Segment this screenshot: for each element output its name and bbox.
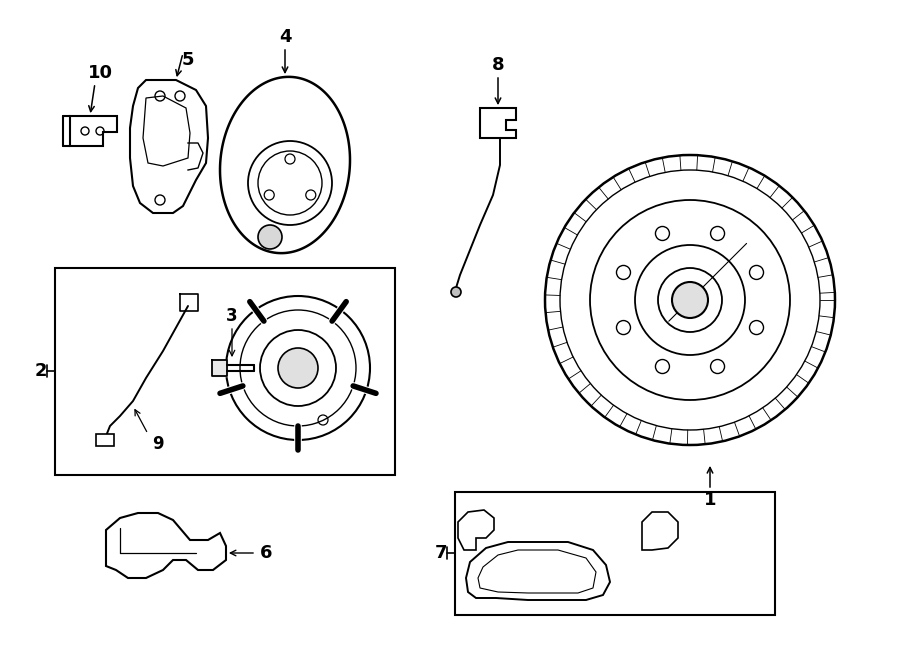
Polygon shape bbox=[212, 360, 227, 376]
Polygon shape bbox=[466, 542, 610, 600]
Polygon shape bbox=[480, 108, 516, 138]
Text: 2: 2 bbox=[35, 362, 47, 380]
Polygon shape bbox=[458, 510, 494, 550]
Polygon shape bbox=[220, 77, 350, 253]
Polygon shape bbox=[106, 513, 226, 578]
Polygon shape bbox=[130, 80, 208, 213]
Text: 6: 6 bbox=[260, 544, 272, 562]
Text: 1: 1 bbox=[704, 491, 716, 509]
Circle shape bbox=[258, 225, 282, 249]
Circle shape bbox=[672, 282, 708, 318]
Bar bbox=[96, 434, 114, 446]
Text: 9: 9 bbox=[152, 435, 164, 453]
Circle shape bbox=[278, 348, 318, 388]
Polygon shape bbox=[70, 116, 117, 146]
Bar bbox=[55, 268, 395, 475]
Polygon shape bbox=[642, 512, 678, 550]
Text: 5: 5 bbox=[182, 51, 194, 69]
Circle shape bbox=[451, 287, 461, 297]
Text: 7: 7 bbox=[435, 544, 447, 562]
Text: 3: 3 bbox=[226, 307, 238, 325]
Bar bbox=[455, 492, 775, 615]
Text: 4: 4 bbox=[279, 28, 292, 46]
Text: 10: 10 bbox=[87, 64, 112, 82]
Text: 8: 8 bbox=[491, 56, 504, 74]
